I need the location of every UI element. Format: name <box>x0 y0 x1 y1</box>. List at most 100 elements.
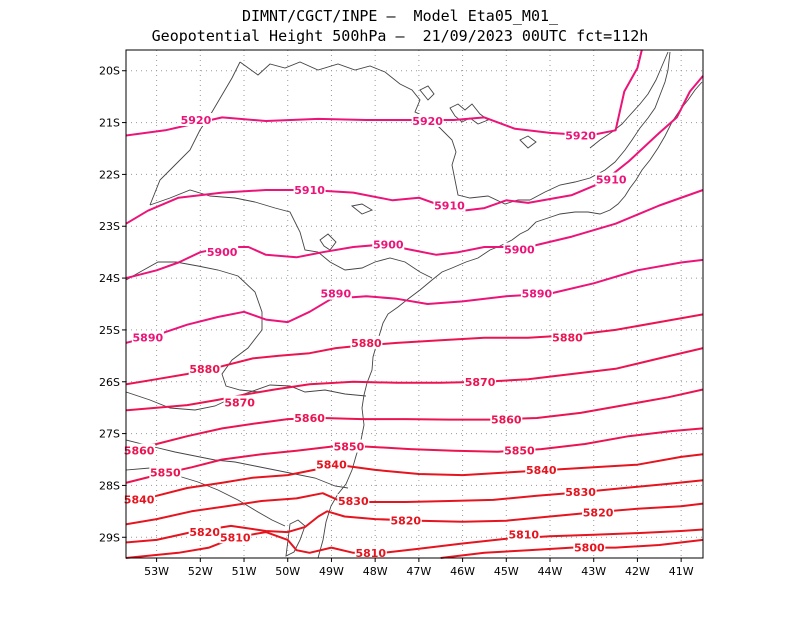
lon-tick-label: 43W <box>581 565 606 578</box>
coastline <box>317 81 703 559</box>
contour-label: 5820 <box>583 506 614 519</box>
contour-label: 5900 <box>504 244 535 257</box>
contour-label-bg <box>564 485 597 499</box>
contour-label: 5880 <box>552 332 583 345</box>
contour-label: 5880 <box>351 337 382 350</box>
contour-label-bg <box>188 361 221 375</box>
lat-tick-label: 21S <box>99 117 120 130</box>
contour-label-bg <box>520 286 553 300</box>
contour-label: 5860 <box>124 445 155 458</box>
contour-label-bg <box>389 513 422 527</box>
contour-label: 5830 <box>565 486 596 499</box>
coastline-boundaries <box>125 51 703 559</box>
lon-tick-label: 51W <box>232 565 257 578</box>
contour-labels: 5920 5920 5920 5910 5910 5910 5900 5900 5900 5890… <box>123 112 628 560</box>
contour-label: 5840 <box>316 459 347 472</box>
lon-tick-label: 42W <box>625 565 650 578</box>
contour-5840 <box>125 453 704 505</box>
contour-label: 5890 <box>133 332 164 345</box>
contour-label: 5800 <box>574 542 605 555</box>
contour-label: 5850 <box>150 466 181 479</box>
contour-label-bg <box>411 114 444 128</box>
contour-label-bg <box>188 525 221 539</box>
reservoir-5 <box>519 135 537 149</box>
reservoir-4 <box>350 203 374 215</box>
lagoon <box>285 519 306 557</box>
contour-label-bg <box>354 545 387 559</box>
contour-label-bg <box>223 395 256 409</box>
contour-5800 <box>440 538 704 559</box>
contour-label-bg <box>123 443 156 457</box>
contour-label-bg <box>564 128 597 142</box>
contour-label: 5890 <box>321 288 352 301</box>
contour-label-bg <box>503 443 536 457</box>
contour-label: 5880 <box>189 363 220 376</box>
contour-label-bg <box>595 172 628 186</box>
contour-label: 5860 <box>491 414 522 427</box>
plot-frame <box>125 49 704 559</box>
contour-label-bg <box>433 198 466 212</box>
contour-label: 5910 <box>596 174 627 187</box>
boundary-es <box>589 51 669 149</box>
contour-label: 5850 <box>504 445 535 458</box>
longitude-axis: 53W 52W 51W 50W 49W 48W 47W 46W 45W 44W 43W 42W 41W <box>144 558 694 578</box>
lon-tick-label: 50W <box>275 565 300 578</box>
contour-label-bg <box>337 493 370 507</box>
lat-tick-label: 28S <box>99 479 120 492</box>
lon-tick-label: 46W <box>450 565 475 578</box>
lon-tick-label: 49W <box>319 565 344 578</box>
contour-label: 5850 <box>334 441 365 454</box>
lat-tick-label: 22S <box>99 168 120 181</box>
contour-label: 5820 <box>390 515 421 528</box>
contour-label-bg <box>507 527 540 541</box>
contour-label-bg <box>551 330 584 344</box>
lon-tick-label: 47W <box>406 565 431 578</box>
lon-tick-label: 44W <box>538 565 563 578</box>
lon-tick-label: 52W <box>188 565 213 578</box>
contour-label-bg <box>503 242 536 256</box>
contour-label-bg <box>490 412 523 426</box>
boundary-pr-sc <box>125 384 367 411</box>
contour-label-bg <box>319 286 352 300</box>
contour-5890 <box>125 258 704 344</box>
boundary-paraguay <box>125 261 263 393</box>
lon-tick-label: 45W <box>494 565 519 578</box>
contour-label-bg <box>206 245 239 259</box>
contour-label: 5820 <box>189 526 220 539</box>
contour-label: 5920 <box>565 130 596 143</box>
contour-label: 5920 <box>181 114 212 127</box>
contour-label-bg <box>573 540 606 554</box>
contour-label-bg <box>332 439 365 453</box>
lat-tick-label: 23S <box>99 220 120 233</box>
contour-label-bg <box>582 505 615 519</box>
contour-label: 5920 <box>412 115 443 128</box>
title-line-2: Geopotential Height 500hPa – 21/09/2023 … <box>151 27 649 45</box>
contour-label: 5810 <box>508 529 539 542</box>
contour-label-bg <box>293 182 326 196</box>
reservoir-2 <box>419 85 435 101</box>
boundary-pr-sp <box>149 189 433 279</box>
contour-label: 5910 <box>434 200 465 213</box>
lon-tick-label: 53W <box>144 565 169 578</box>
boundary-sp-mg <box>239 61 530 205</box>
title-line-1: DIMNT/CGCT/INPE – Model Eta05_M01_ <box>241 7 559 25</box>
contour-5850 <box>125 427 704 484</box>
contour-label: 5900 <box>373 238 404 251</box>
contour-label-bg <box>123 492 156 506</box>
contour-label-bg <box>179 112 212 126</box>
lat-tick-label: 24S <box>99 272 120 285</box>
contour-5920 <box>125 49 643 137</box>
contour-5900 <box>125 189 704 280</box>
reservoir-3 <box>319 233 337 251</box>
lon-tick-label: 41W <box>669 565 694 578</box>
contour-label-bg <box>464 374 497 388</box>
contour-label: 5810 <box>355 547 386 560</box>
contour-5870 <box>125 347 704 412</box>
contour-label-bg <box>219 530 252 544</box>
contour-label-bg <box>293 411 326 425</box>
contour-label: 5870 <box>224 396 255 409</box>
contour-label: 5910 <box>294 184 325 197</box>
contour-label-bg <box>350 335 383 349</box>
